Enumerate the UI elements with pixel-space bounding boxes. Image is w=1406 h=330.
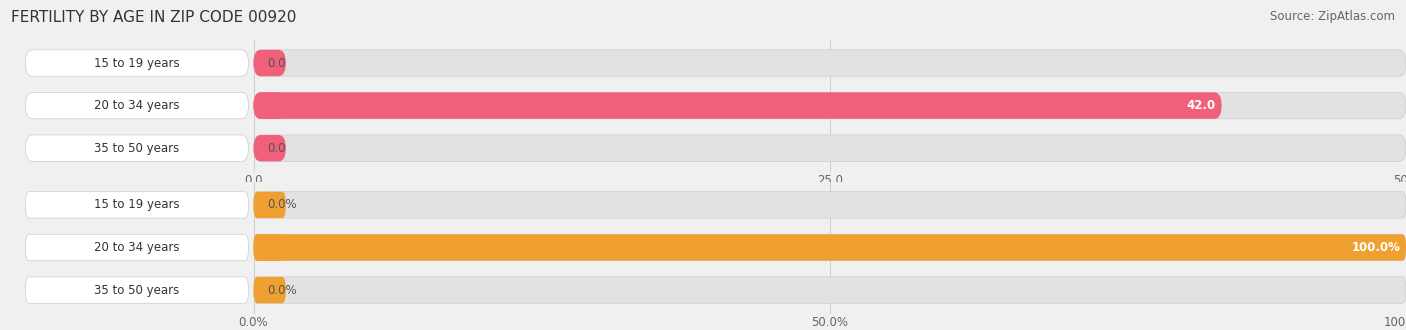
FancyBboxPatch shape (253, 234, 285, 261)
FancyBboxPatch shape (253, 135, 285, 161)
Text: 0.0%: 0.0% (267, 283, 297, 297)
FancyBboxPatch shape (253, 135, 1406, 161)
Text: 35 to 50 years: 35 to 50 years (94, 283, 180, 297)
FancyBboxPatch shape (253, 277, 1406, 303)
Text: 0.0%: 0.0% (267, 198, 297, 212)
FancyBboxPatch shape (253, 277, 285, 303)
FancyBboxPatch shape (25, 135, 249, 161)
Text: 20 to 34 years: 20 to 34 years (94, 241, 180, 254)
FancyBboxPatch shape (25, 192, 249, 218)
FancyBboxPatch shape (253, 92, 285, 119)
FancyBboxPatch shape (253, 192, 285, 218)
Text: 15 to 19 years: 15 to 19 years (94, 198, 180, 212)
FancyBboxPatch shape (253, 92, 1222, 119)
Text: 35 to 50 years: 35 to 50 years (94, 142, 180, 155)
Text: 0.0: 0.0 (267, 142, 285, 155)
FancyBboxPatch shape (25, 50, 249, 76)
FancyBboxPatch shape (253, 234, 1406, 261)
Text: FERTILITY BY AGE IN ZIP CODE 00920: FERTILITY BY AGE IN ZIP CODE 00920 (11, 10, 297, 25)
FancyBboxPatch shape (25, 234, 249, 261)
Text: 15 to 19 years: 15 to 19 years (94, 56, 180, 70)
Text: Source: ZipAtlas.com: Source: ZipAtlas.com (1270, 10, 1395, 23)
Text: 0.0: 0.0 (267, 56, 285, 70)
FancyBboxPatch shape (25, 277, 249, 303)
Text: 100.0%: 100.0% (1351, 241, 1400, 254)
FancyBboxPatch shape (25, 92, 249, 119)
FancyBboxPatch shape (253, 50, 285, 76)
Text: 20 to 34 years: 20 to 34 years (94, 99, 180, 112)
Text: 42.0: 42.0 (1187, 99, 1216, 112)
FancyBboxPatch shape (253, 192, 1406, 218)
FancyBboxPatch shape (253, 50, 1406, 76)
FancyBboxPatch shape (253, 234, 1406, 261)
FancyBboxPatch shape (253, 92, 1406, 119)
